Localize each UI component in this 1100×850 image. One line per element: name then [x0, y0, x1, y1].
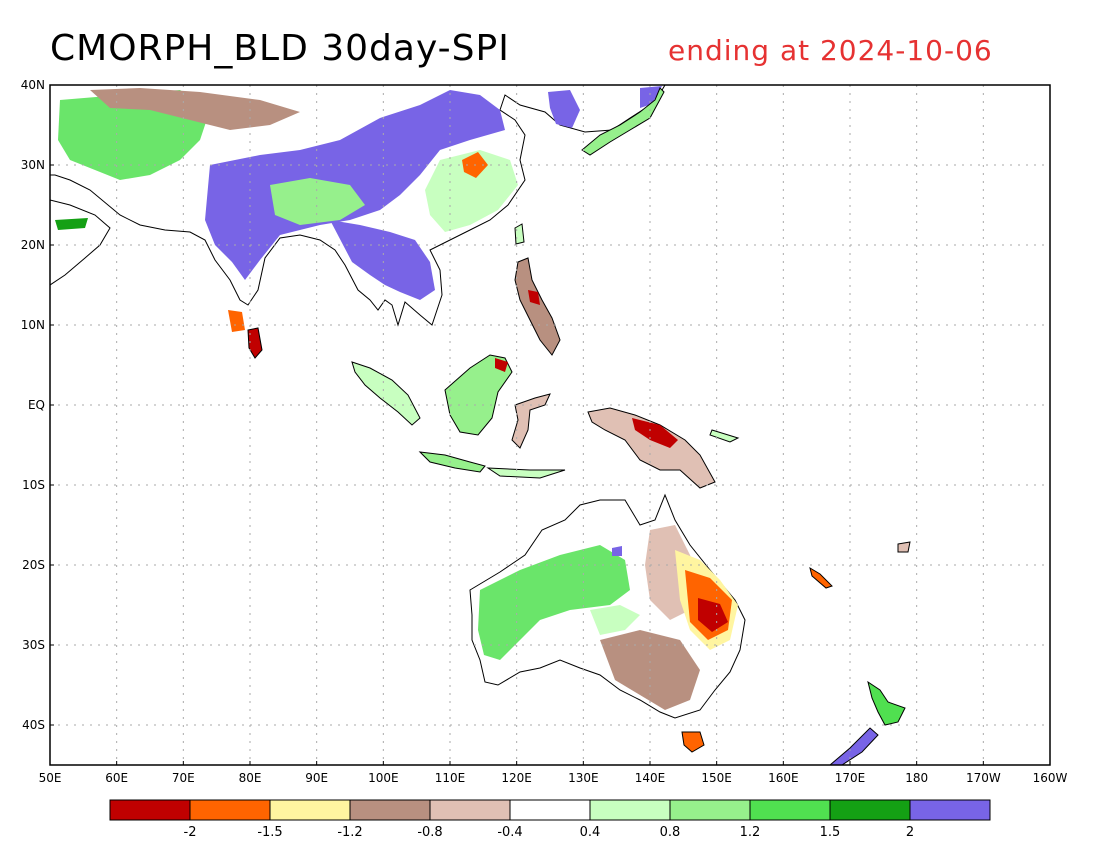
- lon-tick-label: 150E: [701, 771, 732, 785]
- colorbar-swatch: [909, 799, 991, 821]
- lat-tick-label: 40S: [22, 718, 45, 732]
- colorbar-label: 1.5: [820, 825, 841, 840]
- fiji-islands: [897, 541, 911, 553]
- tasmania-island: [681, 731, 705, 753]
- spi-wet-korea: [548, 90, 580, 128]
- spi-dry-india: [228, 310, 245, 332]
- sumatra-island: [351, 361, 421, 426]
- spi-lightgreen-australia: [590, 605, 640, 635]
- lat-tick-label: 10N: [21, 318, 45, 332]
- colorbar-label: -2: [184, 825, 197, 840]
- java-island: [418, 451, 486, 473]
- lat-tick-label: 20N: [21, 238, 45, 252]
- map-gridlines: [50, 85, 1050, 765]
- spi-wet-australia-blue: [612, 546, 622, 556]
- colorbar-label: 1.2: [740, 825, 761, 840]
- lon-tick-label: 50E: [39, 771, 62, 785]
- lat-tick-label: 40N: [21, 78, 45, 92]
- spi-green-asia-2: [270, 178, 365, 225]
- lon-tick-label: 170W: [966, 771, 1001, 785]
- colorbar-label: -1.2: [337, 825, 362, 840]
- spi-wet-australia-west: [478, 545, 630, 660]
- spi-dry-srilanka: [248, 328, 262, 358]
- taiwan-island: [514, 223, 525, 245]
- lon-tick-label: 180: [905, 771, 928, 785]
- longitude-labels: 50E 60E 70E 80E 90E 100E 110E 120E 130E 140E 150E 1…: [39, 761, 1068, 785]
- lat-tick-label: 20S: [22, 558, 45, 572]
- lon-tick-label: 110E: [435, 771, 466, 785]
- colorbar-swatch: [349, 799, 431, 821]
- lon-tick-label: 70E: [172, 771, 195, 785]
- colorbar-swatch: [749, 799, 831, 821]
- colorbar-swatch: [269, 799, 351, 821]
- borneo-island: [444, 354, 513, 436]
- lon-tick-label: 160W: [1033, 771, 1068, 785]
- colorbar-swatch: [189, 799, 271, 821]
- map-land-layer: [50, 85, 911, 765]
- lat-tick-label: EQ: [28, 398, 45, 412]
- new-caledonia-island: [809, 566, 833, 589]
- colorbar-swatch: [429, 799, 511, 821]
- spi-dry-newguinea: [632, 418, 678, 448]
- lon-tick-label: 160E: [768, 771, 799, 785]
- lat-tick-label: 10S: [22, 478, 45, 492]
- spi-red-australia: [698, 598, 728, 632]
- lon-tick-label: 120E: [501, 771, 532, 785]
- latitude-labels: 40N 30N 20N 10N EQ 10S 20S 30S 40S: [21, 78, 54, 732]
- lat-tick-label: 30N: [21, 158, 45, 172]
- map-title: CMORPH_BLD 30day-SPI: [50, 28, 510, 69]
- solomon-islands: [709, 429, 740, 443]
- lat-tick-label: 30S: [22, 638, 45, 652]
- colorbar-label: 2: [906, 825, 914, 840]
- colorbar-swatch: [829, 799, 911, 821]
- colorbar-label: -1.5: [257, 825, 282, 840]
- lon-tick-label: 140E: [635, 771, 666, 785]
- spi-green-india: [55, 218, 88, 230]
- lon-tick-label: 170E: [835, 771, 866, 785]
- colorbar-swatch: [589, 799, 671, 821]
- lon-tick-label: 60E: [105, 771, 128, 785]
- lon-tick-label: 90E: [305, 771, 328, 785]
- japan-islands: [581, 87, 665, 156]
- colorbar-label: 0.8: [660, 825, 681, 840]
- lon-tick-label: 100E: [368, 771, 399, 785]
- map-date-subtitle: ending at 2024-10-06: [668, 34, 993, 67]
- colorbar-swatch: [669, 799, 751, 821]
- lon-tick-label: 80E: [239, 771, 262, 785]
- philippines-islands: [514, 257, 561, 356]
- sri-lanka: [247, 327, 263, 359]
- colorbar-swatch: [109, 799, 191, 821]
- colorbar-label: 0.4: [580, 825, 601, 840]
- colorbar-label: -0.8: [417, 825, 442, 840]
- spi-wet-china: [330, 220, 435, 300]
- colorbar-label: -0.4: [497, 825, 522, 840]
- spi-dry-philippines: [528, 290, 540, 305]
- map-frame: [49, 84, 1051, 766]
- new-zealand-south: [829, 727, 879, 765]
- sulawesi-island: [511, 393, 551, 449]
- spi-wet-asia: [205, 90, 505, 280]
- spi-wet-japan: [640, 86, 662, 108]
- spi-brown-asia: [90, 88, 300, 130]
- spi-dry-borneo: [495, 358, 508, 372]
- new-guinea-island: [587, 407, 716, 489]
- lon-tick-label: 130E: [568, 771, 599, 785]
- spi-colorbar: -2 -1.5 -1.2 -0.8 -0.4 0.4 0.8 1.2 1.5 2: [109, 799, 991, 840]
- new-zealand-north: [867, 680, 906, 726]
- colorbar-swatch: [509, 799, 591, 821]
- arabia-landmass: [50, 199, 111, 286]
- spi-lightgreen-asia: [425, 150, 518, 232]
- lesser-sunda-islands: [486, 467, 566, 479]
